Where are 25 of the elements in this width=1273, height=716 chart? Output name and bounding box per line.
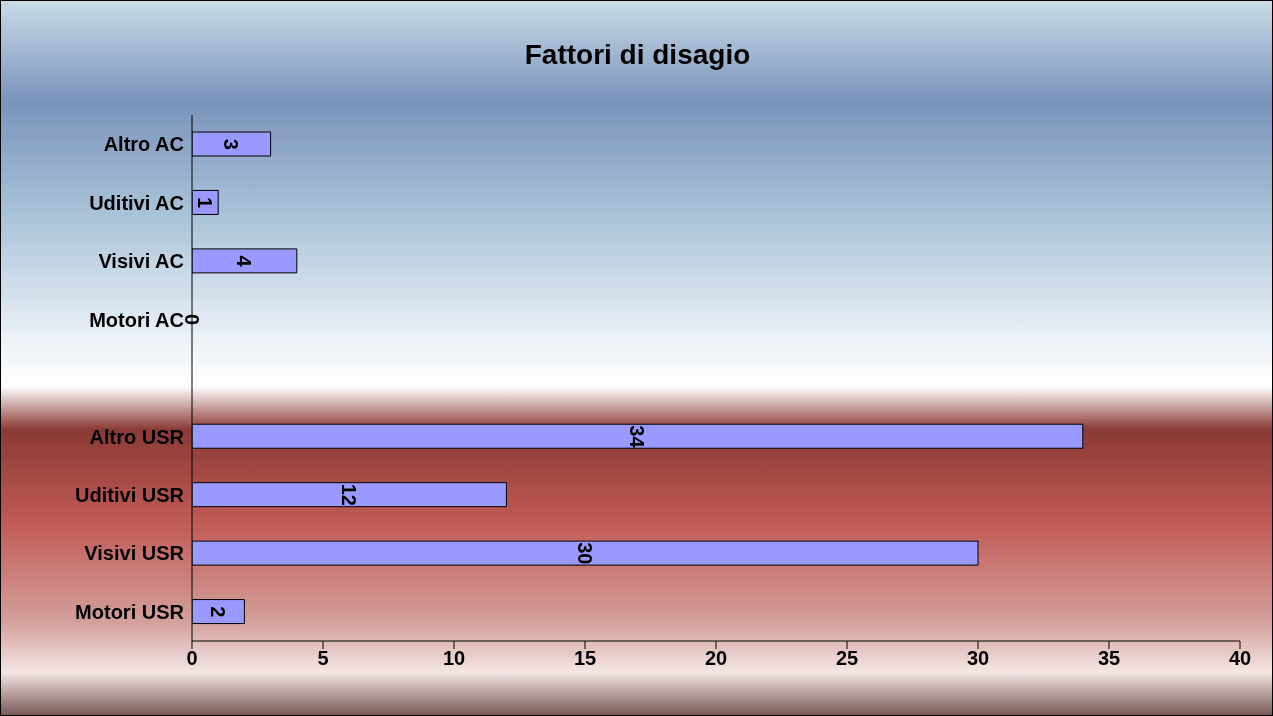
x-tick-label: 20	[704, 647, 728, 670]
data-label: 34	[626, 425, 649, 449]
x-tick-label: 15	[573, 647, 597, 670]
x-tick-label: 30	[966, 647, 990, 670]
x-tick-label: 10	[442, 647, 466, 670]
x-tick-label: 40	[1228, 647, 1252, 670]
y-tick-label: Motori USR	[75, 600, 185, 623]
data-label: 2	[207, 606, 230, 618]
x-tick-label: 35	[1097, 647, 1121, 670]
y-tick-label: Motori AC	[89, 308, 184, 331]
data-label: 3	[220, 138, 243, 150]
y-tick-label: Uditivi USR	[75, 483, 185, 506]
y-tick-label: Altro AC	[103, 133, 184, 156]
x-tick-label: 0	[186, 647, 198, 670]
data-label: 4	[233, 255, 256, 268]
y-tick-label: Visivi AC	[98, 250, 184, 273]
y-tick-label: Uditivi AC	[89, 191, 184, 214]
data-label: 12	[338, 483, 361, 507]
x-tick-label: 5	[317, 647, 329, 670]
data-label: 30	[574, 542, 596, 565]
data-label: 1	[194, 197, 217, 209]
chart-title: Fattori di disagio	[523, 39, 752, 71]
x-tick-label: 25	[835, 647, 859, 670]
y-tick-label: Visivi USR	[84, 542, 185, 565]
y-tick-label: Altro USR	[89, 425, 185, 448]
